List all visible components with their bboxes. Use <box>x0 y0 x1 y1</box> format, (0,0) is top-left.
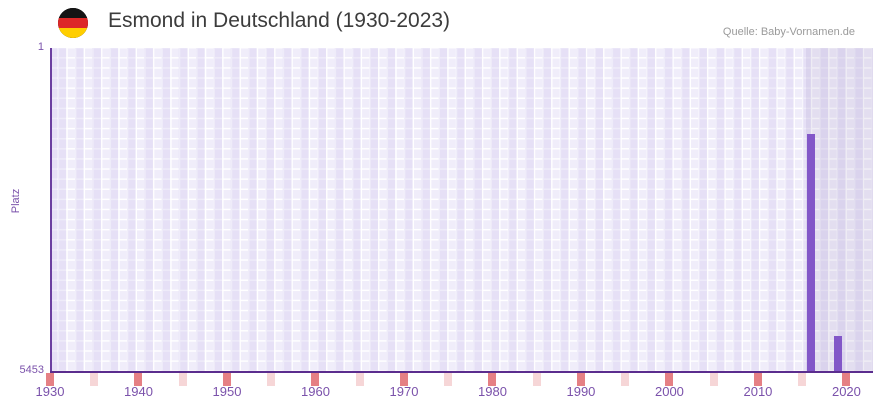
flag-band-red <box>58 17 88 29</box>
x-axis-tick-marker <box>46 373 54 386</box>
bar-2016[interactable] <box>807 133 816 372</box>
x-axis-tick-marker <box>532 373 541 386</box>
bar-2019[interactable] <box>833 336 842 372</box>
x-axis-tick-marker <box>576 373 585 386</box>
x-axis-tick-label: 1990 <box>566 384 596 399</box>
flag-band-black <box>58 8 88 18</box>
y-axis-title: Platz <box>10 188 22 214</box>
x-axis-tick-marker <box>842 373 851 386</box>
x-axis-tick-marker <box>753 373 762 386</box>
x-axis-tick-label: 1980 <box>478 384 507 399</box>
x-axis-tick-marker <box>134 373 143 386</box>
x-axis-tick-label: 1970 <box>389 384 419 399</box>
x-axis-tick-label: 1930 <box>35 384 65 399</box>
x-axis-tick-label: 1940 <box>124 384 153 399</box>
y-axis-tick-label-top: 1 <box>37 41 44 53</box>
german-flag-icon <box>58 8 88 38</box>
x-axis-tick-marker <box>665 373 674 386</box>
x-axis-tick-marker <box>621 373 630 386</box>
y-axis-tick-label-bottom: 5453 <box>19 364 44 376</box>
x-axis-tick-marker <box>90 373 99 386</box>
x-axis-tick-label: 2010 <box>743 384 773 399</box>
plot-gridlines <box>50 48 873 372</box>
x-axis-tick-marker <box>355 373 364 386</box>
x-axis-tick-marker <box>222 373 231 386</box>
chart-source-label: Quelle: Baby-Vornamen.de <box>722 26 855 38</box>
x-axis-tick-label: 1950 <box>212 384 242 399</box>
x-axis-tick-marker <box>178 373 187 386</box>
chart-header: Esmond in Deutschland (1930-2023) Quelle… <box>0 0 873 46</box>
x-axis-tick-marker <box>267 373 276 386</box>
x-axis-tick-marker <box>399 373 408 386</box>
plot-area <box>50 48 873 372</box>
y-axis-line <box>50 48 52 372</box>
x-axis-tick-marker <box>488 373 497 386</box>
x-axis-tick-label: 1960 <box>301 384 330 399</box>
x-axis-tick-marker <box>709 373 718 386</box>
x-axis-tick-marker <box>798 373 807 386</box>
x-axis-line <box>50 371 873 373</box>
plot-no-data-shading <box>806 48 873 372</box>
x-axis-tick-label: 2000 <box>654 384 684 399</box>
x-axis-tick-marker <box>311 373 320 386</box>
chart-title: Esmond in Deutschland (1930-2023) <box>108 9 451 32</box>
x-axis-tick-label: 2020 <box>831 384 861 399</box>
plot-column-stripes <box>50 48 873 372</box>
flag-band-gold <box>58 27 88 38</box>
x-axis-tick-marker <box>444 373 453 386</box>
